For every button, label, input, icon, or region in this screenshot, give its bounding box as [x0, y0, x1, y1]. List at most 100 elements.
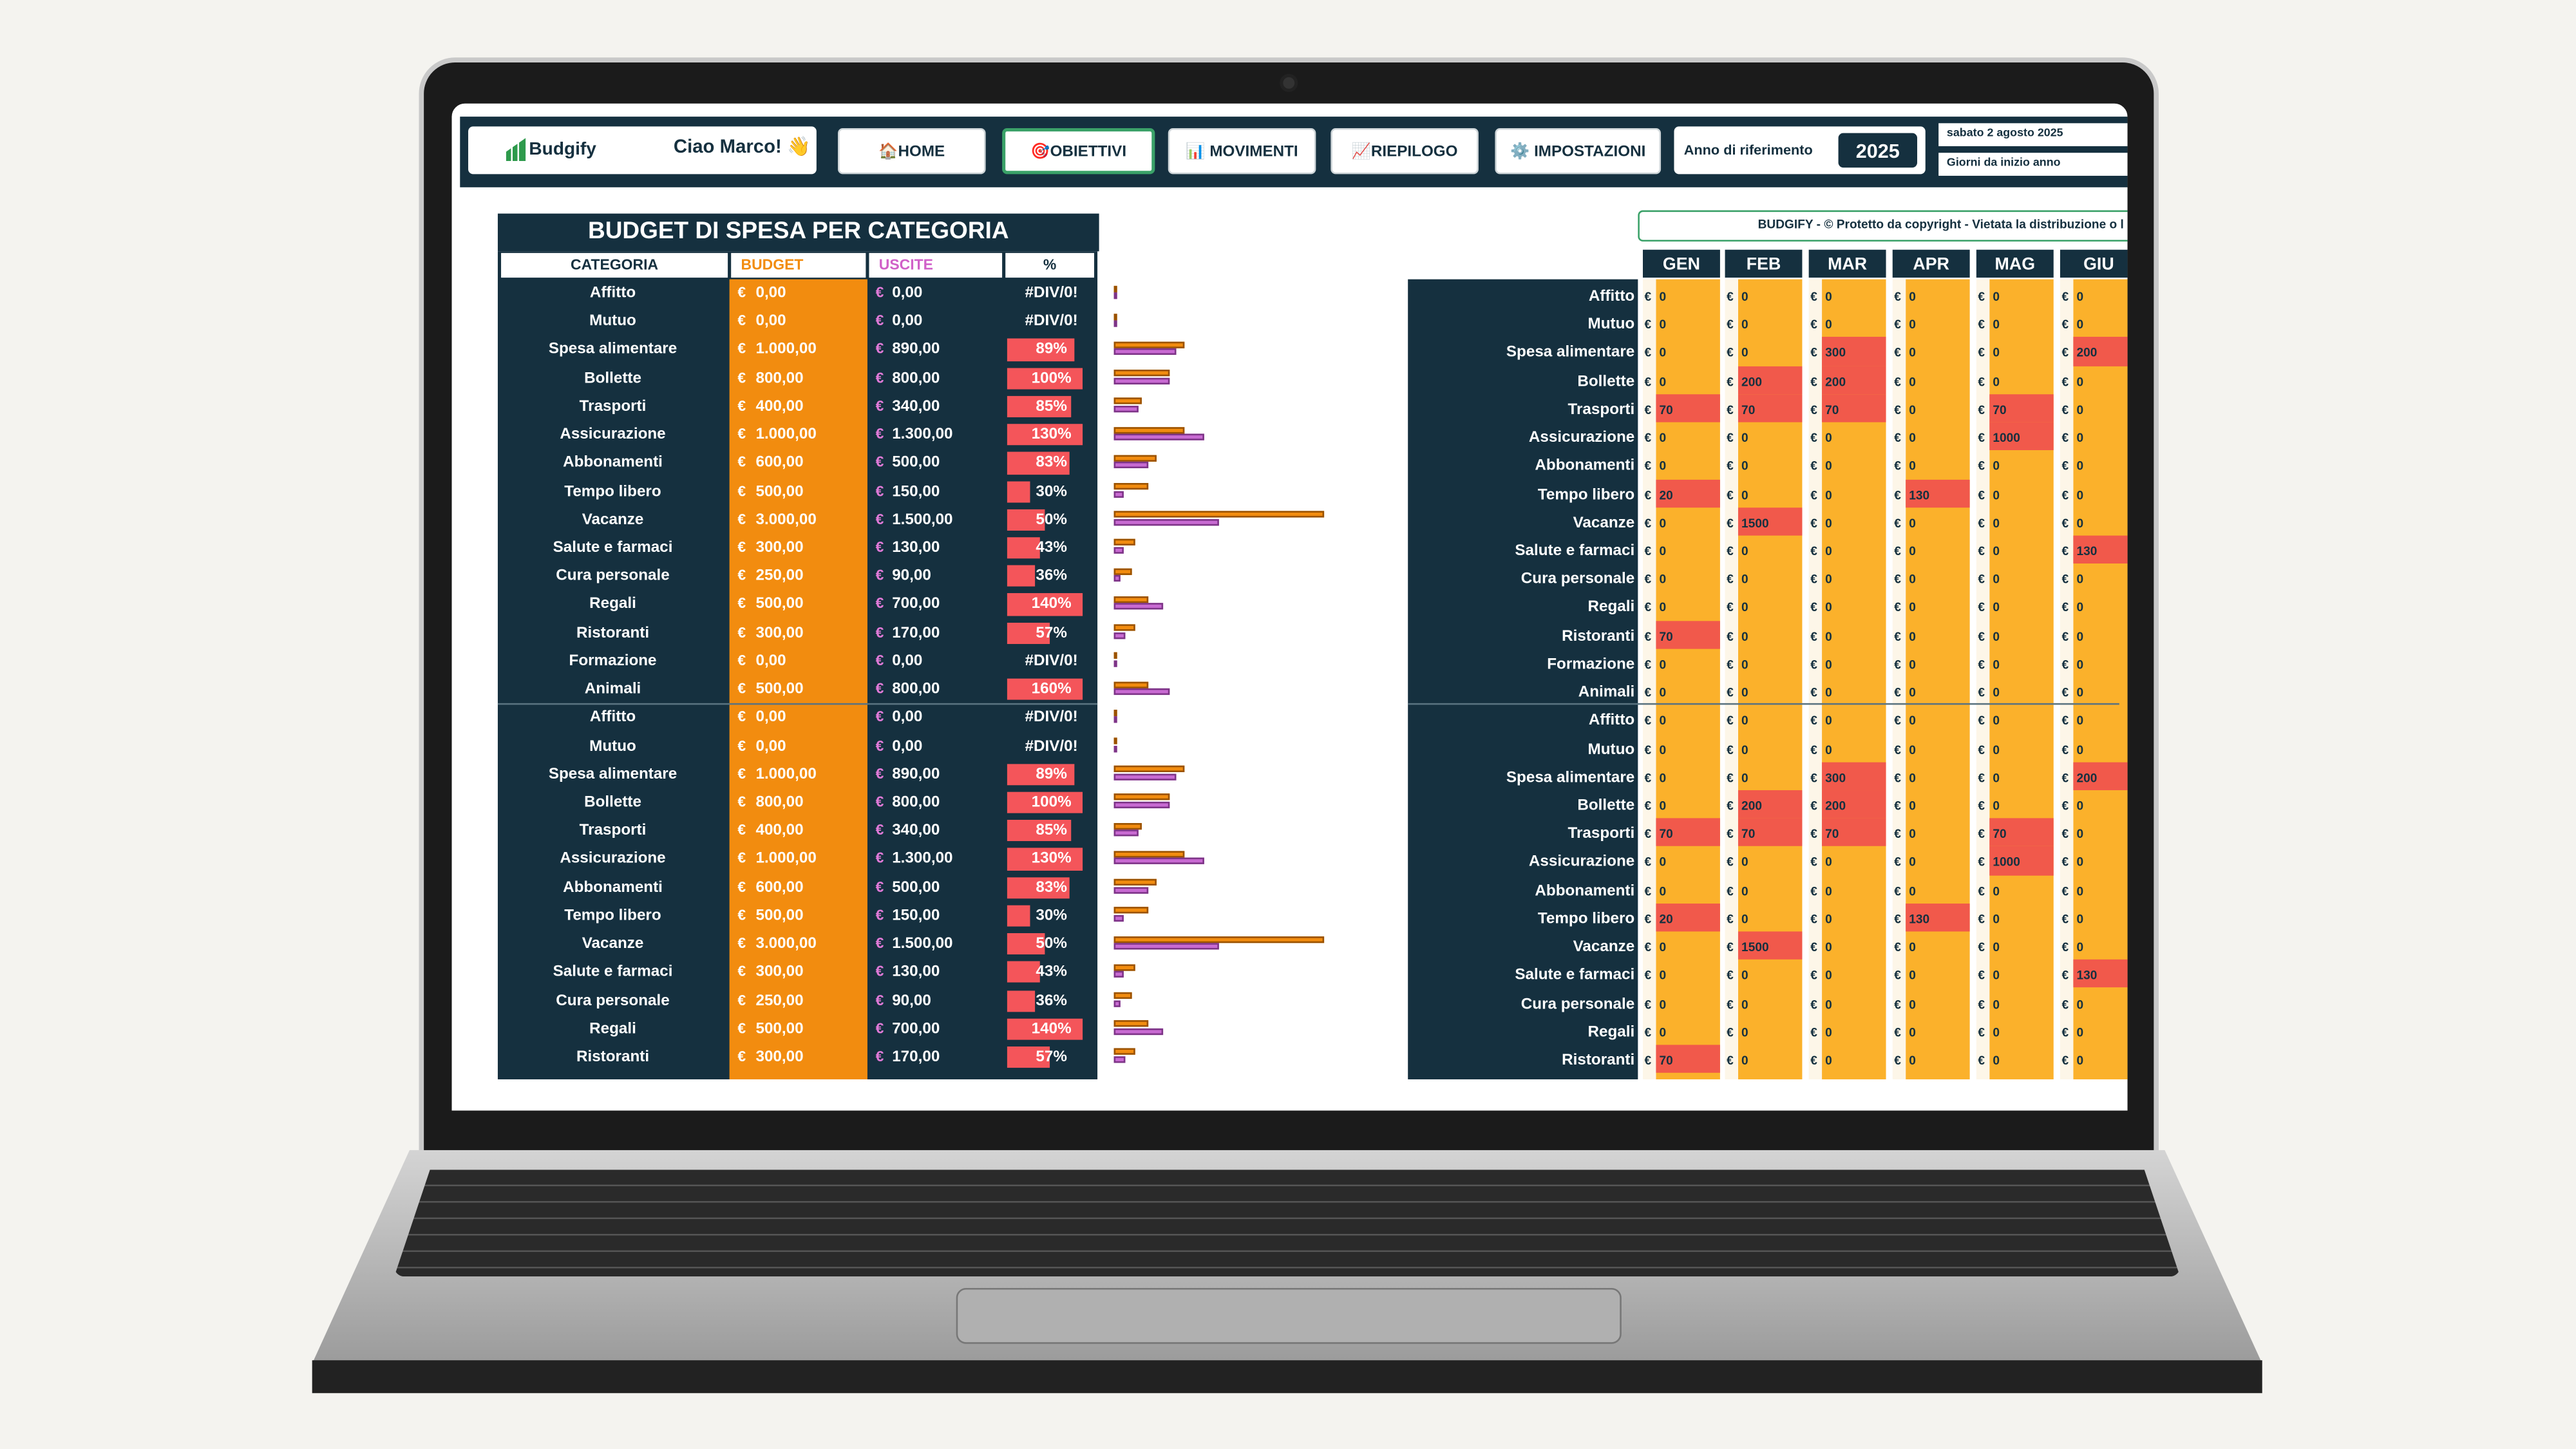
- cell-value: 1000: [1993, 430, 2020, 446]
- budget-bar: [1113, 313, 1117, 320]
- cell-value: 0: [2076, 798, 2084, 813]
- cell-value: 20: [1659, 911, 1673, 927]
- currency: €: [875, 369, 884, 386]
- cell-value: 0: [1909, 685, 1916, 700]
- category-label: Regali: [1587, 1023, 1635, 1041]
- cell-value: 0: [2076, 911, 2084, 927]
- currency: €: [2061, 798, 2069, 813]
- cell-value: 130: [1909, 911, 1930, 927]
- pct-cell: [1007, 1018, 1083, 1040]
- block-separator: [497, 703, 1098, 706]
- currency: €: [1727, 1053, 1734, 1068]
- currency: €: [1978, 459, 1985, 474]
- currency: €: [1644, 1025, 1652, 1040]
- budget-bar: [1113, 709, 1117, 716]
- budget-value: 0,00: [755, 284, 786, 303]
- currency: €: [1644, 402, 1652, 417]
- cell-value: 0: [1659, 770, 1667, 785]
- currency: €: [1810, 996, 1817, 1012]
- nav-button[interactable]: 🎯OBIETTIVI: [1002, 128, 1155, 175]
- budget-bar: [1113, 426, 1184, 433]
- cell-value: 0: [1741, 430, 1748, 446]
- column-header-cell: [501, 252, 728, 278]
- category-label: Formazione: [569, 652, 657, 670]
- cell-value: 0: [1741, 1053, 1748, 1068]
- budget-value: 0,00: [755, 652, 786, 670]
- cell-highlight: [1656, 818, 1720, 847]
- uscite-bar: [1113, 292, 1117, 299]
- currency: €: [1978, 657, 1985, 672]
- pct-cell: [1007, 933, 1083, 955]
- budget-value: 800,00: [755, 793, 804, 812]
- pct-cell: [1007, 989, 1083, 1012]
- currency: €: [737, 341, 746, 357]
- month-header: FEB: [1746, 254, 1781, 275]
- uscite-value: 500,00: [892, 453, 940, 472]
- pct-label: 89%: [1036, 765, 1067, 784]
- cell-value: 0: [1659, 345, 1667, 361]
- nav-button[interactable]: 🏠HOME: [838, 128, 986, 175]
- cell-value: 0: [1741, 544, 1748, 559]
- cell-highlight: [1906, 478, 1970, 507]
- currency: €: [1727, 402, 1734, 417]
- budget-bar: [1113, 879, 1156, 886]
- currency: €: [737, 397, 746, 414]
- cell-value: 0: [1909, 374, 1916, 389]
- category-label: Ristoranti: [576, 1048, 650, 1066]
- cell-value: 0: [1909, 713, 1916, 728]
- cell-value: 0: [1659, 515, 1667, 531]
- cell-highlight: [1989, 818, 2054, 847]
- pct-label: 100%: [1031, 793, 1072, 812]
- cell-highlight: [1822, 761, 1886, 790]
- currency: €: [1644, 713, 1652, 728]
- logo-box: [468, 126, 817, 175]
- budget-value: 600,00: [755, 878, 804, 896]
- cell-value: 0: [1825, 741, 1832, 757]
- currency: €: [875, 821, 884, 838]
- pct-fill: [1007, 367, 1083, 390]
- pct-cell: [1007, 537, 1083, 559]
- budget-bar: [1113, 370, 1170, 377]
- budget-bar: [1113, 652, 1117, 659]
- pct-label: 83%: [1036, 878, 1067, 896]
- category-label: Animali: [584, 680, 641, 699]
- currency: €: [1810, 770, 1817, 785]
- uscite-bar: [1113, 377, 1170, 384]
- pct-label: 83%: [1036, 453, 1067, 472]
- currency: €: [1978, 317, 1985, 332]
- logo-text: Budgify: [529, 139, 596, 160]
- cell-value: 0: [1993, 600, 2000, 616]
- days-label: Giorni da inizio anno: [1946, 157, 2061, 169]
- currency: €: [875, 793, 884, 810]
- cell-value: 1500: [1741, 940, 1769, 955]
- nav-button[interactable]: 📊 MOVIMENTI: [1168, 128, 1316, 175]
- pct-label: 43%: [1036, 538, 1067, 557]
- uscite-bar: [1113, 999, 1121, 1007]
- laptop-bottom: [312, 1360, 2262, 1394]
- uscite-value: 90,00: [892, 567, 931, 585]
- cell-value: 0: [1993, 741, 2000, 757]
- budget-bar: [1113, 992, 1132, 999]
- currency: €: [737, 567, 746, 584]
- cell-value: 0: [1741, 487, 1748, 502]
- banner-box: [1638, 210, 2128, 242]
- column-header-cell: [1005, 252, 1094, 278]
- cell-value: 0: [1909, 459, 1916, 474]
- cell-value: 0: [2076, 855, 2084, 870]
- nav-button[interactable]: ⚙️ IMPOSTAZIONI: [1495, 128, 1662, 175]
- currency: €: [2061, 515, 2069, 531]
- budget-bar: [1113, 822, 1142, 829]
- currency: €: [1644, 459, 1652, 474]
- nav-button[interactable]: 📈RIEPILOGO: [1331, 128, 1479, 175]
- cell-value: 0: [1909, 798, 1916, 813]
- cell-value: 0: [2076, 996, 2084, 1012]
- cell-highlight: [1738, 507, 1803, 536]
- currency: €: [1810, 572, 1817, 587]
- currency: €: [2061, 826, 2069, 842]
- uscite-value: 340,00: [892, 821, 940, 840]
- cell-value: 70: [1659, 826, 1673, 842]
- currency: €: [737, 369, 746, 386]
- year-value[interactable]: 2025: [1838, 133, 1918, 168]
- currency: €: [1978, 826, 1985, 842]
- cell-value: 0: [1909, 289, 1916, 304]
